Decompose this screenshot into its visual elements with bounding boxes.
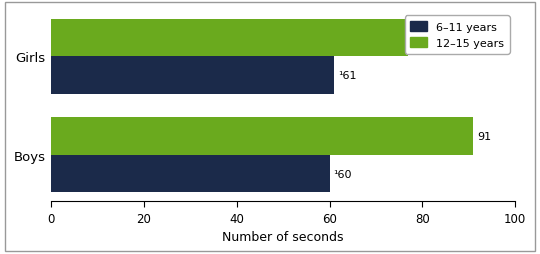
Legend: 6–11 years, 12–15 years: 6–11 years, 12–15 years — [405, 16, 510, 54]
Bar — [51, 57, 334, 94]
Text: ²77: ²77 — [412, 33, 431, 43]
Bar — [51, 118, 474, 155]
Bar — [51, 20, 408, 57]
Text: ¹60: ¹60 — [333, 169, 352, 179]
Text: ¹61: ¹61 — [338, 71, 356, 81]
X-axis label: Number of seconds: Number of seconds — [222, 230, 344, 243]
Text: 91: 91 — [477, 132, 491, 141]
Bar — [51, 155, 329, 193]
